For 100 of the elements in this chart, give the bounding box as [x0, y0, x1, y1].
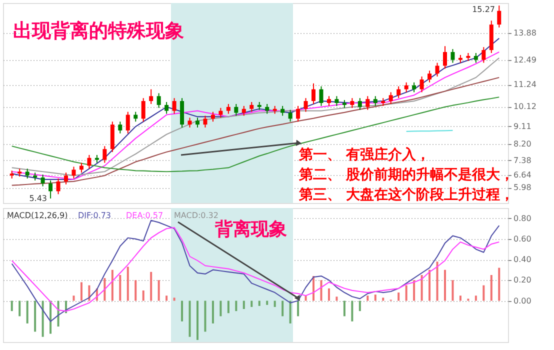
- candlestick: [48, 180, 53, 199]
- bar: [42, 300, 44, 337]
- bar: [72, 296, 75, 301]
- bar: [26, 300, 28, 324]
- candlestick: [435, 62, 440, 78]
- chart-subtitle: MACD(12,26,9): [7, 211, 68, 220]
- bar: [382, 298, 384, 301]
- candlestick: [412, 82, 416, 93]
- y-tick-label: 12.49: [514, 56, 536, 65]
- candlestick: [56, 178, 60, 195]
- y-tick-label: 6.64: [514, 170, 532, 180]
- candlestick: [334, 96, 339, 106]
- y-tick-label: 7.38: [514, 156, 532, 165]
- bar: [266, 300, 268, 305]
- y-tick-label: 13.88: [514, 28, 536, 38]
- annotation: 背离现象: [214, 219, 287, 240]
- candlestick: [442, 46, 447, 70]
- bar: [196, 300, 198, 340]
- bar: [343, 300, 346, 316]
- candlestick: [118, 121, 122, 134]
- y-tick-label: 9.11: [514, 122, 532, 131]
- bar: [158, 280, 160, 301]
- candlestick: [373, 96, 378, 106]
- candlestick: [102, 146, 107, 164]
- candlestick: [250, 102, 254, 112]
- bar: [474, 296, 477, 301]
- bar: [181, 300, 184, 322]
- bar: [444, 270, 446, 301]
- bar: [366, 296, 369, 301]
- y-tick-label: 0.20: [514, 276, 532, 285]
- bar: [420, 275, 423, 301]
- bar: [88, 285, 90, 301]
- candlestick: [25, 168, 30, 179]
- bar: [304, 296, 307, 301]
- candlestick: [428, 70, 432, 83]
- candlestick: [288, 109, 292, 122]
- bar: [398, 292, 400, 301]
- annotation: 第一、 有强庄介入，: [298, 146, 430, 163]
- candlestick: [72, 166, 76, 179]
- bar: [258, 300, 260, 306]
- y-tick-label: 0.00: [514, 296, 532, 306]
- candlestick: [350, 98, 354, 108]
- bar: [150, 272, 152, 301]
- candlestick: [172, 98, 176, 114]
- bar: [274, 300, 276, 307]
- candlestick: [396, 86, 401, 99]
- candlestick: [388, 92, 393, 104]
- bar: [320, 280, 322, 301]
- text: DIF:0.73: [78, 211, 112, 220]
- bar: [80, 282, 82, 301]
- annotation: 15.27: [472, 5, 495, 14]
- bar: [328, 288, 330, 301]
- bar: [436, 262, 438, 301]
- candlestick: [420, 76, 424, 93]
- y-tick-label: 0.40: [514, 255, 532, 264]
- line-series: [11, 220, 500, 322]
- bar: [166, 296, 168, 301]
- candlestick: [242, 105, 246, 116]
- candlestick: [450, 48, 455, 64]
- candlestick: [366, 96, 370, 110]
- candlestick: [326, 96, 331, 106]
- candlestick: [358, 98, 362, 110]
- candlestick: [79, 162, 84, 174]
- bar: [250, 300, 253, 307]
- bar: [104, 278, 106, 301]
- bar: [428, 270, 431, 301]
- candlestick: [319, 86, 324, 106]
- bar: [374, 294, 376, 301]
- candlestick: [188, 117, 192, 128]
- annotation: 5.43: [29, 194, 47, 203]
- bar: [452, 280, 454, 301]
- bar: [459, 296, 462, 301]
- candlestick: [164, 102, 169, 114]
- bar: [413, 280, 416, 301]
- candlestick: [312, 82, 316, 104]
- candlestick: [474, 52, 478, 64]
- candlestick: [87, 154, 92, 170]
- bar: [227, 300, 230, 314]
- bar: [173, 298, 176, 301]
- bar: [142, 290, 144, 301]
- candlestick: [40, 174, 45, 187]
- bar: [204, 300, 206, 332]
- annotation: 第二、 股价前期的升幅不是很大，: [298, 166, 514, 183]
- text: 出现背离的特殊现象: [13, 20, 184, 42]
- y-tick-label: 5.98: [514, 183, 532, 192]
- bar: [10, 300, 13, 312]
- bar: [34, 300, 36, 332]
- candlestick: [141, 98, 146, 122]
- bar: [220, 300, 222, 316]
- candlestick: [195, 117, 200, 128]
- candlestick: [482, 46, 486, 64]
- candlestick: [234, 103, 238, 116]
- bar: [188, 300, 191, 337]
- bar: [482, 285, 485, 301]
- candlestick: [304, 98, 308, 112]
- bar: [498, 268, 500, 301]
- bar: [282, 300, 284, 316]
- bar: [111, 270, 114, 301]
- bar: [242, 300, 245, 310]
- candlestick: [156, 92, 161, 108]
